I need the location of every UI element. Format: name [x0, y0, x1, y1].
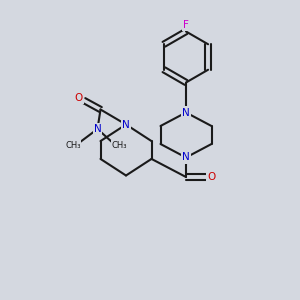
- Text: N: N: [94, 124, 101, 134]
- Text: F: F: [183, 20, 189, 30]
- Text: N: N: [182, 107, 190, 118]
- Text: N: N: [182, 152, 190, 163]
- Text: CH₃: CH₃: [65, 141, 81, 150]
- Text: CH₃: CH₃: [111, 141, 127, 150]
- Text: O: O: [207, 172, 216, 182]
- Text: N: N: [122, 119, 130, 130]
- Text: O: O: [74, 92, 83, 103]
